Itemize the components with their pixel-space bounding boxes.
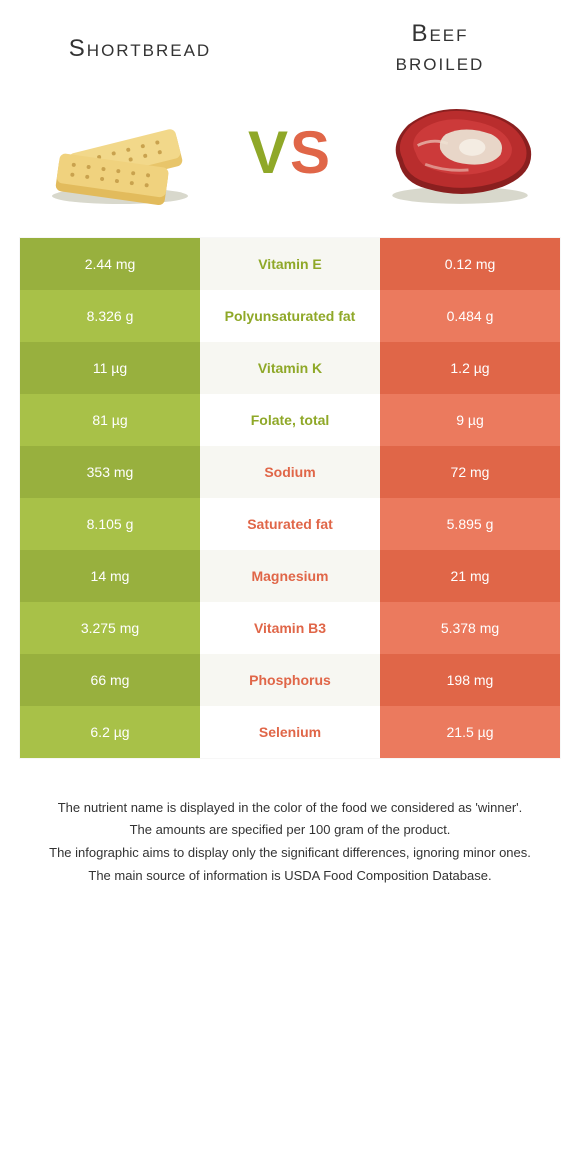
- footer-line-2: The amounts are specified per 100 gram o…: [30, 820, 550, 841]
- nutrient-row: 2.44 mgVitamin E0.12 mg: [20, 238, 560, 290]
- nutrient-label: Polyunsaturated fat: [200, 290, 380, 342]
- right-value: 5.378 mg: [380, 602, 560, 654]
- vs-label: VS: [248, 118, 332, 187]
- vs-s: S: [290, 119, 332, 186]
- left-value: 8.105 g: [20, 498, 200, 550]
- infographic-container: Shortbread Beef broiled: [0, 0, 580, 909]
- left-value: 8.326 g: [20, 290, 200, 342]
- footer-line-3: The infographic aims to display only the…: [30, 843, 550, 864]
- food-title-right: Beef broiled: [340, 20, 540, 78]
- nutrient-label: Folate, total: [200, 394, 380, 446]
- left-value: 81 µg: [20, 394, 200, 446]
- nutrient-table: 2.44 mgVitamin E0.12 mg8.326 gPolyunsatu…: [20, 238, 560, 758]
- right-value: 5.895 g: [380, 498, 560, 550]
- nutrient-row: 353 mgSodium72 mg: [20, 446, 560, 498]
- right-value: 9 µg: [380, 394, 560, 446]
- hero-row: VS: [0, 88, 580, 238]
- nutrient-row: 6.2 µgSelenium21.5 µg: [20, 706, 560, 758]
- nutrient-label: Vitamin E: [200, 238, 380, 290]
- header: Shortbread Beef broiled: [0, 0, 580, 88]
- right-value: 21.5 µg: [380, 706, 560, 758]
- left-value: 3.275 mg: [20, 602, 200, 654]
- beef-icon: [380, 93, 540, 213]
- nutrient-row: 81 µgFolate, total9 µg: [20, 394, 560, 446]
- food-title-left: Shortbread: [40, 35, 240, 63]
- nutrient-row: 66 mgPhosphorus198 mg: [20, 654, 560, 706]
- right-value: 1.2 µg: [380, 342, 560, 394]
- left-value: 14 mg: [20, 550, 200, 602]
- nutrient-row: 8.105 gSaturated fat5.895 g: [20, 498, 560, 550]
- right-value: 0.12 mg: [380, 238, 560, 290]
- nutrient-label: Selenium: [200, 706, 380, 758]
- nutrient-label: Sodium: [200, 446, 380, 498]
- footer-line-4: The main source of information is USDA F…: [30, 866, 550, 887]
- footer-notes: The nutrient name is displayed in the co…: [0, 758, 580, 909]
- footer-line-1: The nutrient name is displayed in the co…: [30, 798, 550, 819]
- right-value: 198 mg: [380, 654, 560, 706]
- nutrient-label: Vitamin K: [200, 342, 380, 394]
- nutrient-label: Vitamin B3: [200, 602, 380, 654]
- left-value: 353 mg: [20, 446, 200, 498]
- nutrient-row: 8.326 gPolyunsaturated fat0.484 g: [20, 290, 560, 342]
- right-value: 72 mg: [380, 446, 560, 498]
- shortbread-image: [40, 98, 200, 208]
- vs-v: V: [248, 119, 290, 186]
- food-title-right-line1: Beef: [411, 20, 468, 47]
- left-value: 66 mg: [20, 654, 200, 706]
- nutrient-row: 11 µgVitamin K1.2 µg: [20, 342, 560, 394]
- food-title-right-line2: broiled: [396, 49, 485, 76]
- right-value: 0.484 g: [380, 290, 560, 342]
- beef-image: [380, 98, 540, 208]
- nutrient-label: Phosphorus: [200, 654, 380, 706]
- nutrient-row: 14 mgMagnesium21 mg: [20, 550, 560, 602]
- left-value: 6.2 µg: [20, 706, 200, 758]
- right-value: 21 mg: [380, 550, 560, 602]
- nutrient-row: 3.275 mgVitamin B35.378 mg: [20, 602, 560, 654]
- shortbread-icon: [40, 98, 200, 208]
- nutrient-label: Saturated fat: [200, 498, 380, 550]
- left-value: 11 µg: [20, 342, 200, 394]
- nutrient-label: Magnesium: [200, 550, 380, 602]
- left-value: 2.44 mg: [20, 238, 200, 290]
